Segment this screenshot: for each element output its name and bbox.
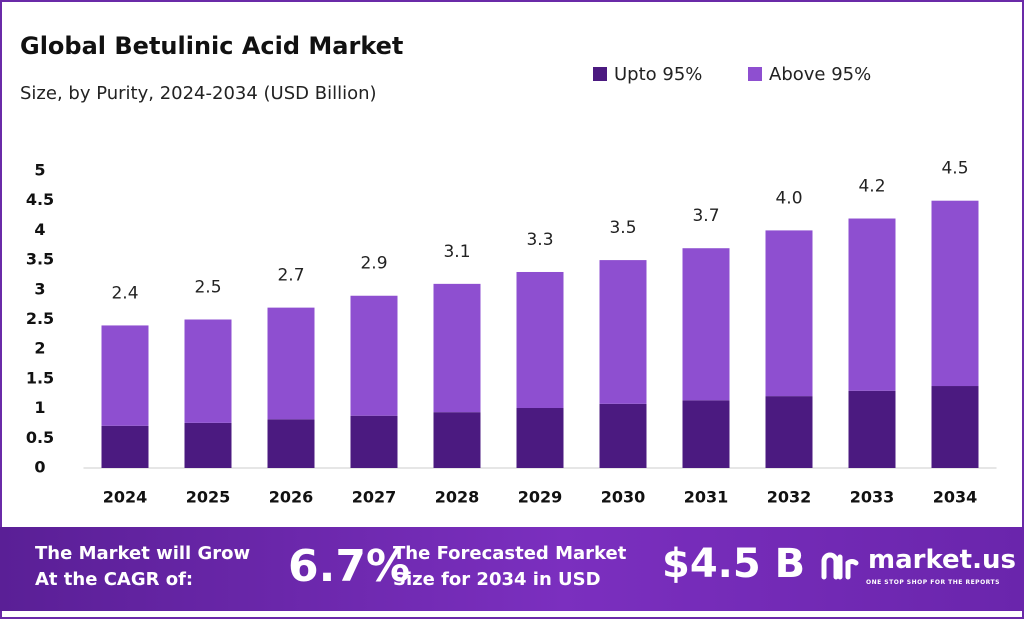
x-tick-label: 2033 xyxy=(850,488,895,507)
y-tick-label: 4.5 xyxy=(26,190,54,209)
legend-label: Above 95% xyxy=(769,64,871,85)
x-tick-label: 2027 xyxy=(352,488,397,507)
bar-segment xyxy=(931,386,979,468)
bar-segment xyxy=(682,400,730,468)
bar-segment xyxy=(931,200,979,387)
bar-segment xyxy=(184,319,232,423)
y-tick-label: 3 xyxy=(34,279,45,298)
y-tick-label: 1 xyxy=(34,398,45,417)
value-label: 3.5 xyxy=(609,218,636,238)
bar-segment xyxy=(599,260,647,404)
cagr-label: The Market will Grow At the CAGR of: xyxy=(35,543,251,590)
y-tick-label: 2 xyxy=(34,339,45,358)
bar-segment xyxy=(433,412,481,468)
bar-segment xyxy=(101,425,149,468)
x-tick-label: 2024 xyxy=(103,488,148,507)
value-label: 4.5 xyxy=(941,159,968,179)
value-label: 4.0 xyxy=(775,188,802,208)
y-tick-label: 1.5 xyxy=(26,368,54,387)
bar-segment xyxy=(765,230,813,397)
bar-segment xyxy=(350,295,398,416)
bar-segment xyxy=(267,419,315,468)
bar-segment xyxy=(350,415,398,468)
legend-label: Upto 95% xyxy=(614,64,702,85)
brand-tagline: ONE STOP SHOP FOR THE REPORTS xyxy=(866,579,1000,586)
value-label: 3.1 xyxy=(443,242,470,262)
bar-segment xyxy=(516,271,564,409)
y-tick-label: 4 xyxy=(34,220,45,239)
x-tick-label: 2029 xyxy=(518,488,563,507)
value-label: 2.7 xyxy=(277,266,304,286)
y-tick-label: 2.5 xyxy=(26,309,54,328)
bar-segment xyxy=(516,408,564,468)
value-label: 3.7 xyxy=(692,206,719,226)
value-label: 2.4 xyxy=(111,283,138,303)
value-label: 4.2 xyxy=(858,177,885,197)
footer-banner: The Market will Grow At the CAGR of: 6.7… xyxy=(0,527,1024,611)
forecast-label: The Forecasted Market Size for 2034 in U… xyxy=(393,543,627,590)
x-tick-label: 2028 xyxy=(435,488,480,507)
x-tick-label: 2026 xyxy=(269,488,314,507)
value-label: 3.3 xyxy=(526,230,553,250)
value-label: 2.9 xyxy=(360,254,387,274)
bar-segment xyxy=(184,422,232,468)
x-tick-label: 2030 xyxy=(601,488,646,507)
x-tick-label: 2034 xyxy=(933,488,978,507)
value-label: 2.5 xyxy=(194,278,221,298)
bar-segment xyxy=(848,218,896,391)
bar-segment xyxy=(267,307,315,420)
bar-segment xyxy=(101,325,149,426)
forecast-value: $4.5 B xyxy=(662,541,806,587)
x-tick-label: 2025 xyxy=(186,488,231,507)
chart-subtitle: Size, by Purity, 2024-2034 (USD Billion) xyxy=(20,83,377,104)
x-tick-label: 2031 xyxy=(684,488,729,507)
bar-segment xyxy=(848,390,896,468)
brand-name: market.us xyxy=(868,545,1016,575)
y-tick-label: 0.5 xyxy=(26,428,54,447)
legend-swatch xyxy=(593,67,607,81)
chart-title: Global Betulinic Acid Market xyxy=(20,32,403,60)
bar-segment xyxy=(765,396,813,468)
y-tick-label: 5 xyxy=(34,161,45,180)
y-tick-label: 3.5 xyxy=(26,250,54,269)
cagr-value: 6.7% xyxy=(288,541,411,592)
bar-segment xyxy=(433,283,481,413)
y-tick-label: 0 xyxy=(34,458,45,477)
brand-logo xyxy=(821,552,859,580)
x-tick-label: 2032 xyxy=(767,488,812,507)
bar-segment xyxy=(599,403,647,468)
bar-segment xyxy=(682,248,730,401)
legend-swatch xyxy=(748,67,762,81)
